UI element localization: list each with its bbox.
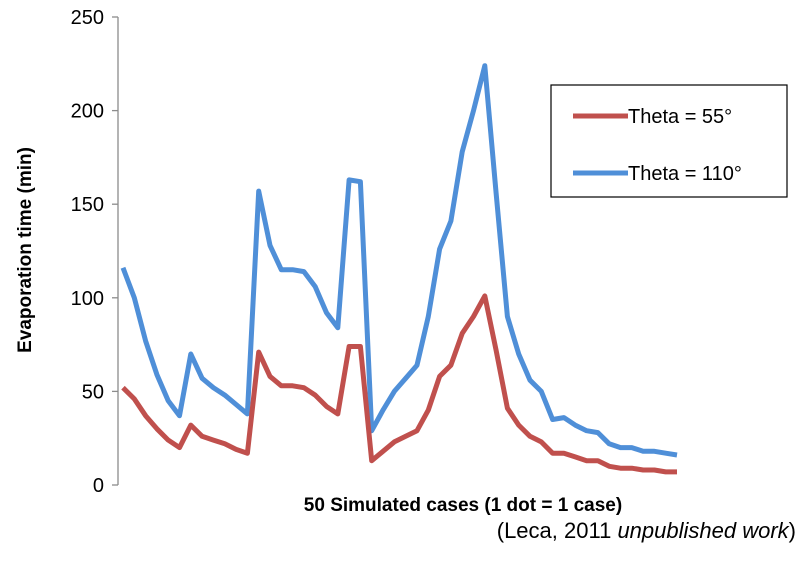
y-tick-label: 150 — [71, 194, 104, 216]
y-axis-title: Evaporation time (min) — [15, 147, 36, 353]
y-tick-label: 100 — [71, 288, 104, 310]
credit-prefix: (Leca, 2011 — [496, 518, 618, 543]
y-axis — [112, 16, 119, 486]
y-tick-label: 0 — [93, 475, 104, 497]
y-tick-labels: 0 50 100 150 200 250 — [71, 7, 104, 497]
y-tick-label: 200 — [71, 101, 104, 123]
series-layer — [120, 63, 678, 475]
legend-items: Theta = 55° Theta = 110° — [573, 106, 742, 185]
y-tick-label: 50 — [82, 381, 104, 403]
legend-box — [550, 84, 788, 198]
legend: Theta = 55° Theta = 110° — [550, 84, 788, 198]
series-line — [120, 63, 678, 458]
source-credit: (Leca, 2011 unpublished work) — [497, 518, 796, 544]
x-axis-title: 50 Simulated cases (1 dot = 1 case) — [304, 495, 622, 516]
legend-label: Theta = 110° — [628, 163, 742, 185]
y-tick-label: 250 — [71, 7, 104, 29]
credit-italic: unpublished work — [617, 518, 789, 543]
credit-suffix: ) — [788, 518, 796, 543]
legend-label: Theta = 55° — [628, 106, 732, 128]
series-line — [121, 293, 677, 475]
